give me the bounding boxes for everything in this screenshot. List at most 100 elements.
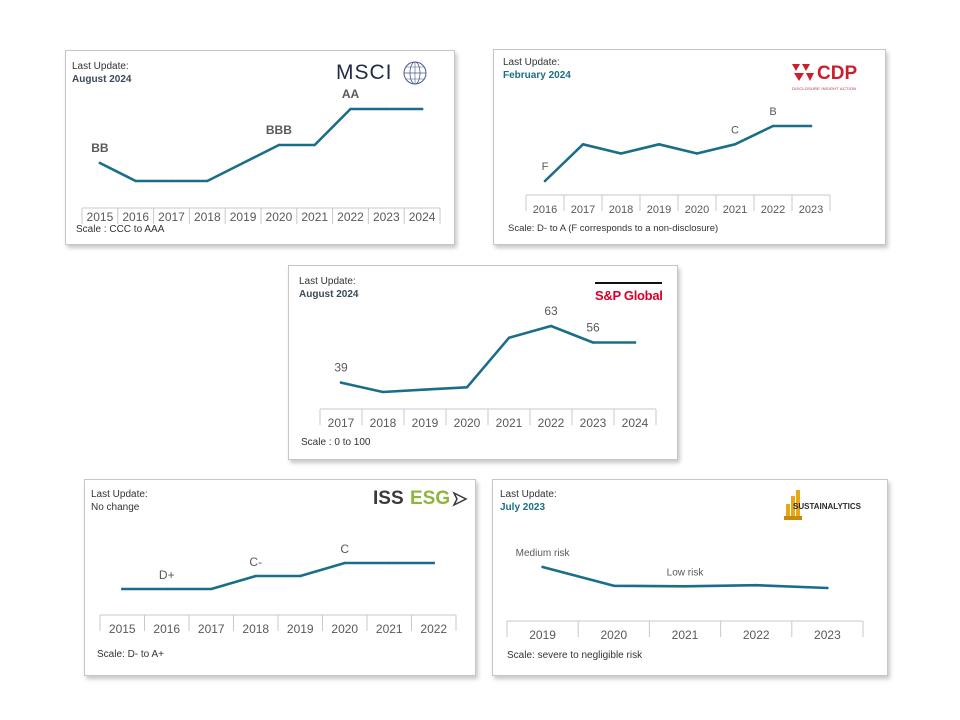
msci-last-update-date: August 2024: [72, 74, 132, 85]
cdp-logo-text: CDP: [817, 63, 858, 84]
x-tick-label: 2019: [287, 622, 314, 636]
sust-logo-text: SUSTAINALYTICS: [793, 502, 862, 511]
x-tick-label: 2021: [672, 628, 699, 642]
x-tick-label: 2022: [743, 628, 770, 642]
data-point: [170, 179, 173, 183]
x-tick-label: 2022: [420, 622, 447, 636]
sp-panel: Last Update: August 2024 S&P Global 2017…: [288, 265, 678, 460]
cdp-scale-note: Scale: D- to A (F corresponds to a non-d…: [508, 223, 719, 234]
x-tick-label: 2022: [337, 210, 364, 224]
cdp-chart: 2016 2017 2018 2019 2020 2021 2022 2023 F C B: [525, 106, 831, 216]
data-point: [549, 324, 553, 328]
series-line: [339, 324, 637, 394]
data-point: [385, 107, 388, 111]
data-point: [809, 124, 813, 128]
data-point: [683, 585, 687, 588]
data-point: [507, 336, 511, 339]
data-point: [423, 388, 427, 391]
iss-esg-logo: ISS ESG: [373, 488, 473, 514]
data-point: [733, 143, 737, 146]
x-tick-label: 2019: [230, 210, 257, 224]
x-tick-label: 2022: [761, 204, 785, 216]
data-label: 56: [586, 321, 600, 335]
data-point: [420, 107, 424, 111]
msci-panel: Last Update: August 2024 MSCI 2015 2016 20…: [65, 50, 455, 245]
data-label: 63: [544, 304, 558, 318]
iss-scale-note: Scale: D- to A+: [97, 649, 164, 660]
iss-last-update-label: Last Update:: [91, 489, 148, 500]
x-tick-label: 2016: [533, 204, 557, 216]
cdp-logo: CDP DISCLOSURE INSIGHT ACTION: [790, 62, 870, 96]
x-tick-label: 2021: [723, 204, 747, 216]
x-tick-label: 2019: [529, 628, 556, 642]
iss-logo-esg-text: ESG: [410, 488, 451, 509]
data-label: C: [340, 542, 349, 556]
x-tick-label: 2021: [301, 210, 328, 224]
data-point: [657, 143, 661, 146]
x-tick-label: 2019: [412, 416, 439, 430]
x-tick-label: 2017: [328, 416, 355, 430]
data-point: [206, 179, 209, 183]
x-tick-label: 2020: [600, 628, 627, 642]
data-point: [299, 574, 302, 578]
data-point: [121, 587, 124, 591]
msci-last-update-label: Last Update:: [72, 61, 129, 72]
data-point: [771, 124, 775, 128]
sust-last-update-label: Last Update:: [500, 489, 557, 500]
data-label: B: [769, 106, 776, 118]
x-tick-label: 2020: [685, 204, 709, 216]
data-point: [755, 583, 758, 587]
data-point: [339, 381, 343, 384]
data-point: [388, 561, 391, 565]
data-label: C: [731, 124, 739, 136]
data-point: [633, 341, 637, 344]
data-point: [343, 561, 346, 565]
x-tick-label: 2015: [87, 210, 114, 224]
msci-logo-text: MSCI: [336, 61, 393, 84]
sp-last-update-label: Last Update:: [299, 276, 356, 287]
series-line: [120, 561, 436, 591]
data-point: [619, 152, 623, 155]
data-point: [543, 179, 547, 183]
sust-chart: 2019 2020 2021 2022 2023 Medium risk Low risk: [506, 548, 864, 642]
data-label: Medium risk: [516, 548, 571, 559]
x-tick-label: 2018: [194, 210, 221, 224]
arrow-icon: [452, 491, 468, 507]
x-tick-label: 2017: [198, 622, 225, 636]
x-tick-label: 2017: [571, 204, 595, 216]
data-point: [254, 574, 257, 578]
data-point: [541, 565, 544, 569]
x-tick-label: 2022: [538, 416, 565, 430]
sp-logo-rule: [595, 282, 662, 284]
data-point: [612, 584, 615, 587]
msci-scale-note: Scale : CCC to AAA: [76, 224, 165, 235]
x-tick-label: 2023: [373, 210, 400, 224]
x-tick-label: 2020: [266, 210, 293, 224]
data-point: [165, 587, 168, 591]
data-point: [591, 341, 595, 344]
globe-icon: [403, 61, 427, 85]
x-tick-label: 2024: [622, 416, 649, 430]
x-tick-label: 2023: [799, 204, 823, 216]
cdp-logo-subtext: DISCLOSURE INSIGHT ACTION: [792, 86, 857, 91]
cdp-arrows-icon: [792, 64, 814, 81]
data-point: [465, 386, 469, 389]
data-point: [381, 390, 385, 394]
x-tick-label: 2017: [158, 210, 185, 224]
x-tick-label: 2016: [153, 622, 180, 636]
x-tick-label: 2023: [580, 416, 607, 430]
x-tick-label: 2018: [242, 622, 269, 636]
cdp-last-update-date: February 2024: [503, 70, 571, 81]
data-label: 39: [334, 361, 348, 375]
series-line: [543, 124, 813, 183]
x-tick-label: 2020: [331, 622, 358, 636]
msci-logo: MSCI: [336, 59, 431, 89]
data-point: [241, 161, 245, 165]
x-tick-label: 2020: [454, 416, 481, 430]
data-point: [277, 143, 281, 147]
data-point: [826, 586, 829, 590]
data-point: [313, 143, 316, 147]
x-tick-label: 2021: [496, 416, 523, 430]
data-label: F: [542, 161, 549, 173]
data-point: [432, 561, 435, 565]
